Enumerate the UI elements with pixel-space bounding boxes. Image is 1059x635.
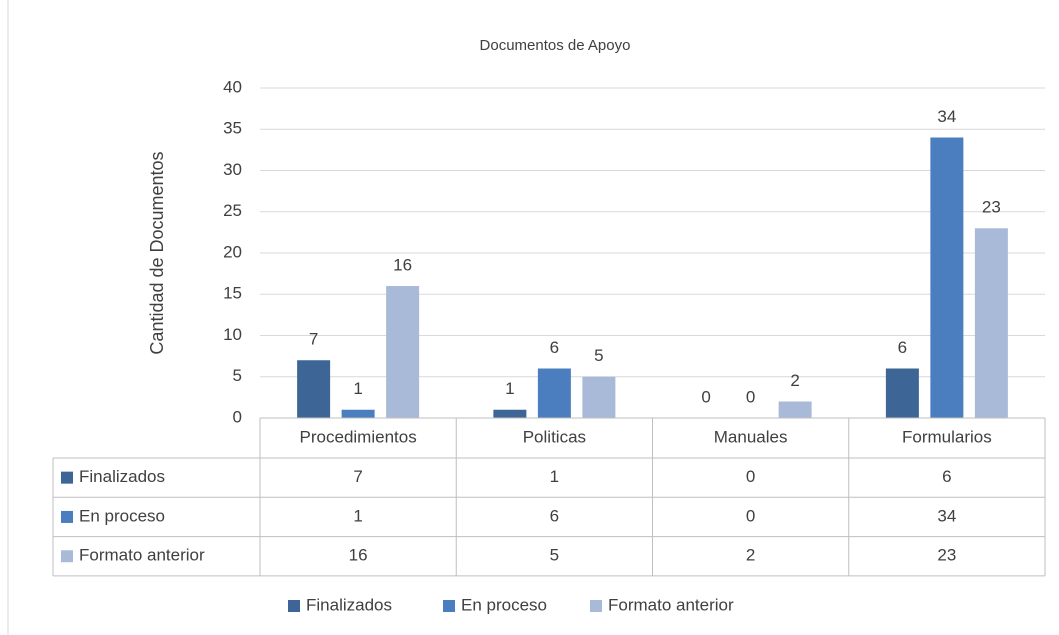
- table-cell: 7: [353, 467, 362, 486]
- bar: [537, 368, 571, 418]
- data-label: 16: [393, 255, 412, 274]
- table-legend-key: [61, 550, 73, 563]
- y-tick-label: 20: [223, 242, 242, 261]
- table-cell: 1: [353, 506, 362, 525]
- legend-label: Formato anterior: [608, 595, 734, 614]
- bar: [974, 228, 1008, 418]
- table-legend-key: [61, 510, 73, 523]
- bar: [493, 409, 527, 418]
- bar: [297, 360, 331, 418]
- chart-title: Documentos de Apoyo: [480, 37, 631, 54]
- data-label: 1: [505, 379, 514, 398]
- y-tick-label: 30: [223, 160, 242, 179]
- data-label: 5: [594, 346, 603, 365]
- table-cell: 0: [746, 467, 755, 486]
- legend-key: [288, 600, 300, 612]
- data-label: 23: [982, 198, 1001, 217]
- x-tick-label: Formularios: [902, 427, 992, 446]
- data-label: 34: [937, 107, 956, 126]
- y-tick-label: 5: [233, 366, 242, 385]
- bar: [778, 401, 812, 418]
- data-label: 6: [898, 338, 907, 357]
- legend-key: [443, 600, 455, 612]
- table-cell: 2: [746, 546, 755, 565]
- x-tick-label: Manuales: [714, 427, 788, 446]
- data-label: 7: [309, 330, 318, 349]
- data-label: 6: [550, 338, 559, 357]
- table-cell: 0: [746, 506, 755, 525]
- y-tick-label: 25: [223, 201, 242, 220]
- data-label: 1: [353, 379, 362, 398]
- bar: [582, 376, 616, 418]
- table-cell: 16: [349, 546, 368, 565]
- legend-label: En proceso: [461, 595, 547, 614]
- y-tick-label: 35: [223, 119, 242, 138]
- legend-key: [590, 600, 602, 612]
- table-cell: 6: [942, 467, 951, 486]
- y-tick-label: 15: [223, 284, 242, 303]
- legend-label: Finalizados: [306, 595, 392, 614]
- y-tick-label: 10: [223, 325, 242, 344]
- table-row-label: Finalizados: [79, 467, 165, 486]
- y-tick-label: 40: [223, 77, 242, 96]
- bar: [341, 409, 375, 418]
- table-cell: 23: [937, 546, 956, 565]
- table-cell: 1: [550, 467, 559, 486]
- table-row-label: Formato anterior: [79, 546, 205, 565]
- x-tick-label: Procedimientos: [300, 427, 417, 446]
- table-cell: 5: [550, 546, 559, 565]
- table-row-label: En proceso: [79, 506, 165, 525]
- y-axis-title: Cantidad de Documentos: [147, 151, 167, 354]
- data-label: 2: [790, 371, 799, 390]
- x-tick-label: Politicas: [523, 427, 586, 446]
- table-cell: 34: [937, 506, 956, 525]
- table-legend-key: [61, 471, 73, 484]
- y-tick-label: 0: [233, 407, 242, 426]
- data-label: 0: [746, 387, 755, 406]
- bar: [386, 286, 420, 418]
- bar: [885, 368, 919, 418]
- data-label: 0: [701, 387, 710, 406]
- table-cell: 6: [550, 506, 559, 525]
- bar: [930, 137, 964, 418]
